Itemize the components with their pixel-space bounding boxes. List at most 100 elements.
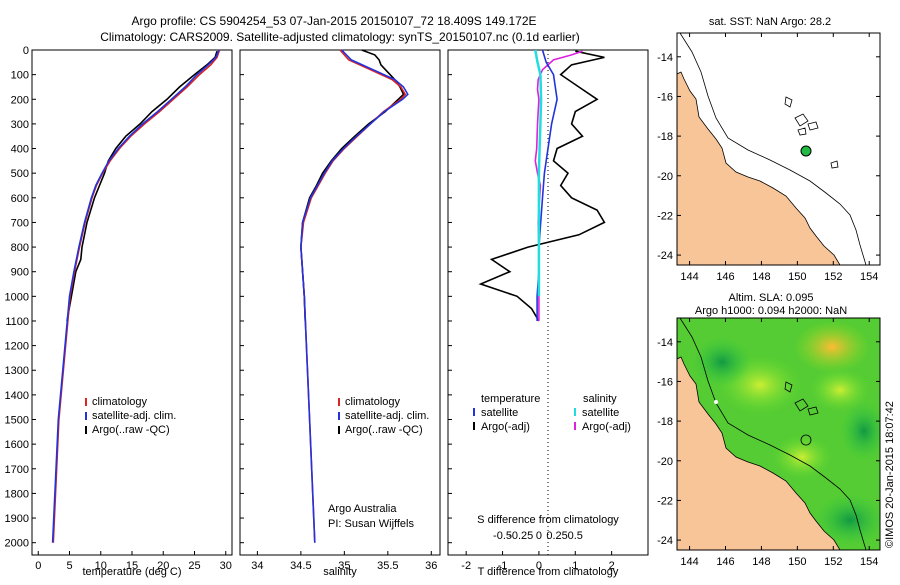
sst-map-reef-cluster <box>794 113 819 136</box>
y-tick-label: 700 <box>11 217 29 229</box>
x-tick-label: 30 <box>220 560 232 572</box>
sla-field-patch <box>772 435 832 479</box>
y-tick-label: 1600 <box>5 439 29 451</box>
lat-tick-label: -14 <box>657 52 673 64</box>
y-tick-label: 800 <box>11 242 29 254</box>
argo-float-marker <box>800 145 812 157</box>
x-tick-label: 0 <box>35 560 41 572</box>
legend-temperature-title: temperature <box>481 393 540 405</box>
legend-t-argo-label: Argo(-adj) <box>481 421 530 433</box>
salinity-axes-frame <box>239 49 441 556</box>
imos-credit: ©IMOS 20-Jan-2015 18:07:42 <box>884 401 896 548</box>
s-tick-label: -0.25 <box>508 530 533 542</box>
legend-t-satellite-label: satellite <box>481 407 518 419</box>
legend-climatology-label: climatology <box>345 396 401 408</box>
y-tick-label: 1300 <box>5 365 29 377</box>
x-tick-label: 10 <box>95 560 107 572</box>
x-tick-label: 5 <box>66 560 72 572</box>
lon-tick-label: 154 <box>860 271 878 283</box>
lon-tick-label: 152 <box>824 556 842 568</box>
difference-panel: -2 -1 0 1 2-0.5-0.25 0 0.25 0.5 S difference fr… <box>447 49 649 578</box>
sla-high-anomaly <box>794 321 870 373</box>
lon-tick-label: 146 <box>716 556 734 568</box>
sla-map-title-2: Argo h1000: 0.094 h2000: NaN <box>695 305 847 317</box>
sla-map-reefs <box>784 381 819 416</box>
legend-s-satellite-label: satellite <box>582 407 619 419</box>
y-tick-label: 600 <box>11 193 29 205</box>
sla-map-frame <box>676 317 881 551</box>
y-tick-label: 0 <box>23 45 29 57</box>
lon-tick-label: 144 <box>680 271 698 283</box>
y-tick-label: 1100 <box>5 316 29 328</box>
t-difference-label: T difference from climatology <box>478 566 619 578</box>
y-tick-label: 1800 <box>5 488 29 500</box>
t-tick-label: 1 <box>572 560 578 572</box>
sla-map-isobath <box>679 318 867 550</box>
salinity-series-1 <box>300 49 409 543</box>
y-tick-label: 1900 <box>5 513 29 525</box>
lat-tick-label: -18 <box>657 131 673 143</box>
lat-tick-label: -22 <box>657 210 673 222</box>
difference-series-3 <box>534 50 583 321</box>
y-tick-label: 1700 <box>5 464 29 476</box>
legend-climatology-label: climatology <box>92 396 148 408</box>
temperature-xlabel: temperature (deg C) <box>82 566 181 578</box>
y-tick-label: 200 <box>11 94 29 106</box>
lon-tick-label: 152 <box>824 271 842 283</box>
lon-tick-label: 148 <box>752 556 770 568</box>
y-tick-label: 1500 <box>5 415 29 427</box>
lat-tick-label: -24 <box>657 250 673 262</box>
legend-salinity-title: salinity <box>583 393 617 405</box>
sla-field-patch <box>810 368 870 412</box>
x-tick-label: 35.5 <box>377 560 398 572</box>
y-tick-label: 400 <box>11 144 29 156</box>
sst-map-land <box>677 71 841 265</box>
x-tick-label: 36 <box>425 560 437 572</box>
title-line-1: Argo profile: CS 5904254_53 07-Jan-2015 … <box>132 14 537 28</box>
s-tick-label: 0.5 <box>568 530 583 542</box>
t-tick-label: 2 <box>609 560 615 572</box>
temperature-series-0 <box>52 49 221 543</box>
t-tick-label: -2 <box>461 560 471 572</box>
temperature-series-1 <box>51 49 220 543</box>
sst-map-title: sat. SST: NaN Argo: 28.2 <box>709 16 831 28</box>
x-tick-label: 25 <box>188 560 200 572</box>
lon-tick-label: 150 <box>788 556 806 568</box>
lon-tick-label: 154 <box>860 556 878 568</box>
lat-tick-label: -22 <box>657 495 673 507</box>
lat-tick-label: -16 <box>657 91 673 103</box>
temperature-panel: 0100200300400500600700800900100011001200… <box>5 45 233 578</box>
difference-series-2 <box>534 49 543 297</box>
lat-tick-label: -14 <box>657 337 673 349</box>
y-tick-label: 1200 <box>5 341 29 353</box>
y-tick-label: 2000 <box>5 538 29 550</box>
y-tick-label: 100 <box>11 70 29 82</box>
y-tick-label: 1000 <box>5 291 29 303</box>
sst-map-frame <box>676 32 881 266</box>
x-tick-label: 15 <box>126 560 138 572</box>
salinity-xlabel: salinity <box>323 566 357 578</box>
salinity-series-0 <box>300 49 407 543</box>
lat-tick-label: -20 <box>657 171 673 183</box>
s-tick-label: 0 <box>536 530 542 542</box>
difference-legend: temperature salinity satellite Argo(-adj… <box>473 393 631 433</box>
t-tick-label: 0 <box>536 560 542 572</box>
x-tick-label: 35 <box>338 560 350 572</box>
y-tick-label: 500 <box>11 168 29 180</box>
temperature-legend: climatology satellite-adj. clim. Argo(..… <box>85 396 176 436</box>
s-difference-label: S difference from climatology <box>477 514 619 526</box>
x-tick-label: 20 <box>157 560 169 572</box>
x-tick-label: 34.5 <box>290 560 311 572</box>
credit-argo-australia: Argo Australia <box>328 503 397 515</box>
sla-map: Altim. SLA: 0.095 Argo h1000: 0.094 h200… <box>657 292 881 568</box>
legend-s-argo-label: Argo(-adj) <box>582 421 631 433</box>
s-tick-label: 0.25 <box>546 530 567 542</box>
legend-satellite-label: satellite-adj. clim. <box>345 410 429 422</box>
title-line-2: Climatology: CARS2009. Satellite-adjuste… <box>100 30 580 44</box>
sst-map: sat. SST: NaN Argo: 28.2 -14 -16 -18 -20 -22… <box>657 16 881 283</box>
y-tick-label: 900 <box>11 267 29 279</box>
legend-argo-label: Argo(..raw -QC) <box>92 424 170 436</box>
y-tick-label: 1400 <box>5 390 29 402</box>
lon-tick-label: 146 <box>716 271 734 283</box>
